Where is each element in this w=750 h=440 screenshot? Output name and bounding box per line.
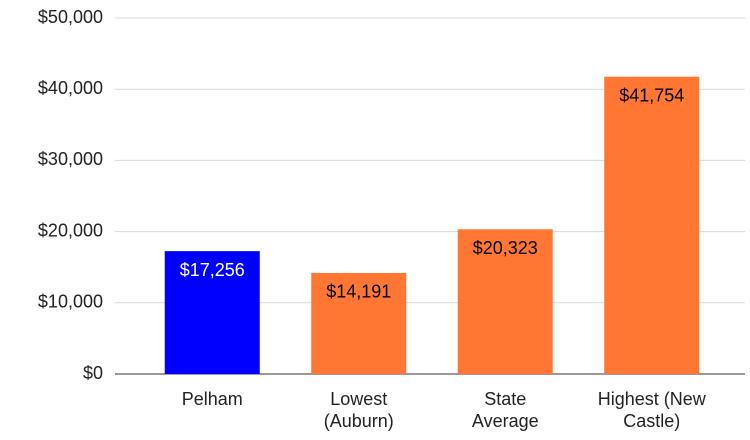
x-tick-label: Pelham (181, 389, 243, 409)
y-tick-label: $30,000 (38, 149, 103, 169)
x-tick-label: Lowest (Auburn) (323, 389, 394, 431)
y-tick-label: $0 (83, 363, 103, 383)
x-tick-label: Highest (New Castle) (597, 389, 706, 431)
bar (311, 272, 407, 374)
bar (164, 251, 260, 374)
bar (457, 229, 553, 374)
y-tick-label: $40,000 (38, 78, 103, 98)
y-tick-label: $10,000 (38, 292, 103, 312)
value-label: $20,323 (473, 238, 538, 258)
bar (604, 76, 700, 374)
value-label: $41,754 (619, 85, 684, 105)
y-tick-label: $50,000 (38, 7, 103, 27)
x-tick-label: State Average (471, 389, 539, 431)
value-label: $14,191 (326, 282, 391, 302)
value-label: $17,256 (180, 260, 245, 280)
y-tick-label: $20,000 (38, 220, 103, 240)
